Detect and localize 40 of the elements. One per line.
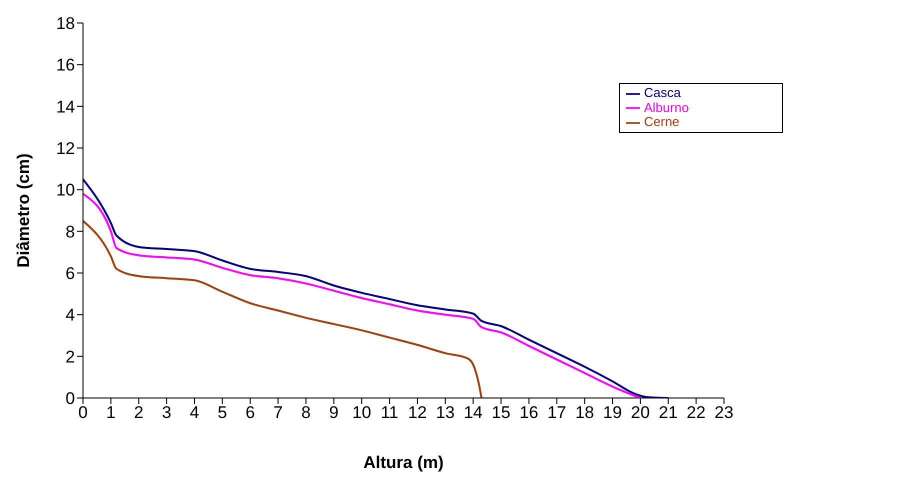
x-tick-label: 6 (245, 403, 255, 422)
x-tick-label: 10 (352, 403, 372, 422)
x-tick-label: 15 (492, 403, 511, 422)
x-tick-label: 3 (162, 403, 172, 422)
y-tick-label: 2 (66, 347, 75, 366)
y-tick-label: 18 (56, 14, 75, 34)
x-tick-label: 22 (686, 403, 706, 422)
x-tick-label: 5 (218, 403, 228, 422)
x-tick-label: 23 (714, 403, 734, 422)
y-tick-label: 14 (56, 97, 75, 116)
x-tick-label: 4 (190, 403, 200, 422)
x-tick-label: 11 (380, 403, 398, 422)
legend-label: Alburno (644, 100, 689, 115)
x-tick-label: 20 (630, 403, 650, 422)
y-tick-label: 6 (66, 264, 75, 284)
x-tick-label: 18 (575, 403, 594, 422)
x-tick-label: 9 (329, 403, 339, 422)
x-tick-label: 1 (106, 403, 116, 422)
y-tick-label: 8 (66, 222, 75, 242)
x-axis-title: Altura (m) (363, 453, 444, 472)
y-axis-title: Diâmetro (cm) (14, 153, 34, 268)
line-series (83, 220, 483, 398)
y-tick-label: 4 (66, 306, 75, 325)
x-tick-label: 21 (658, 403, 678, 422)
y-tick-label: 16 (56, 56, 75, 75)
x-tick-label: 2 (134, 403, 144, 422)
y-tick-label: 12 (56, 139, 75, 158)
x-tick-label: 13 (436, 403, 455, 422)
x-tick-label: 7 (273, 403, 283, 422)
x-tick-label: 16 (519, 403, 538, 422)
legend-label: Casca (644, 85, 681, 100)
x-tick-label: 0 (78, 403, 88, 422)
x-tick-label: 14 (464, 403, 483, 422)
x-tick-label: 17 (547, 403, 566, 422)
y-tick-label: 10 (56, 180, 75, 200)
legend-label: Cerne (644, 114, 680, 130)
x-tick-label: 12 (408, 403, 427, 422)
y-tick-label: 0 (66, 389, 75, 408)
x-tick-label: 8 (301, 403, 311, 422)
x-tick-label: 19 (603, 403, 622, 422)
